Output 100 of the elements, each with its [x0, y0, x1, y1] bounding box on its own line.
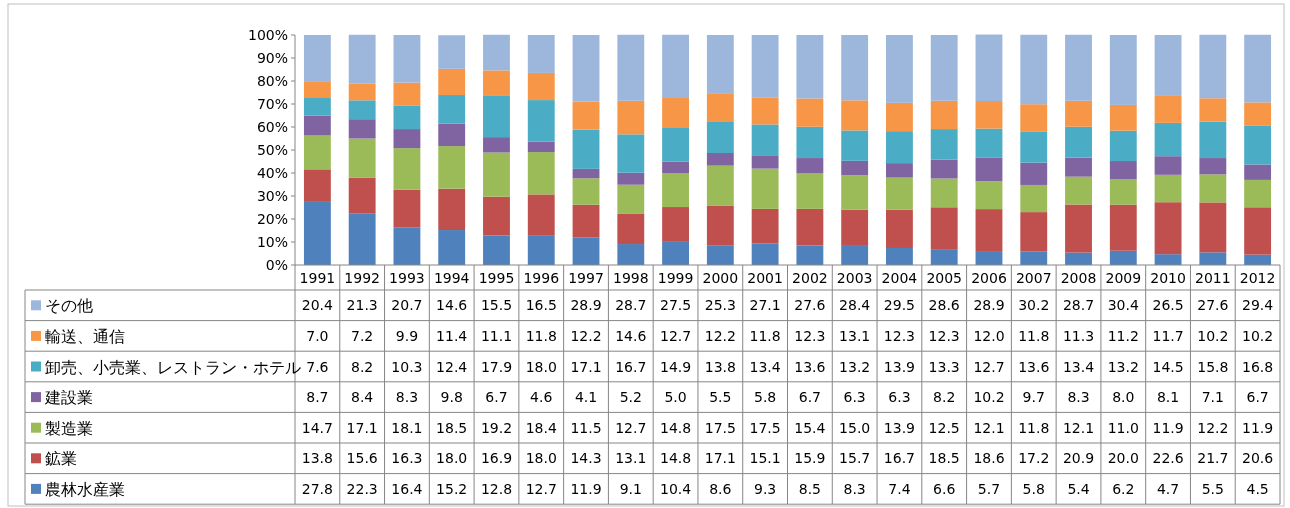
bar [438, 188, 466, 231]
bar [796, 158, 824, 174]
data-label: 6.3 [843, 389, 866, 406]
bar [527, 35, 555, 73]
bar [751, 208, 779, 244]
bar [303, 35, 331, 82]
data-label: 7.2 [351, 327, 374, 344]
data-label: 18.4 [525, 419, 557, 436]
bar [393, 189, 421, 228]
data-label: 13.9 [883, 358, 916, 375]
data-label: 16.5 [525, 297, 557, 314]
data-label: 8.0 [1112, 389, 1135, 406]
bar [930, 159, 958, 179]
bar [303, 98, 331, 116]
data-label: 22.3 [346, 480, 378, 497]
data-label: 15.0 [839, 419, 871, 436]
bar [303, 115, 331, 136]
data-label: 10.2 [1197, 327, 1229, 344]
bar [841, 209, 869, 246]
data-label: 27.6 [794, 297, 826, 314]
bar [527, 235, 555, 265]
bar [348, 34, 376, 84]
data-label: 5.7 [977, 480, 1001, 497]
data-label: 7.6 [306, 358, 329, 375]
data-label: 17.2 [1018, 450, 1050, 467]
bar [617, 244, 645, 265]
bar [796, 208, 824, 246]
x-tick-label: 2011 [1195, 270, 1231, 286]
bar [393, 148, 421, 190]
bar [438, 35, 466, 69]
bar [438, 230, 466, 265]
data-label: 7.4 [888, 480, 911, 497]
bar [1154, 174, 1182, 203]
x-tick-label: 2003 [836, 270, 873, 286]
data-label: 8.1 [1156, 389, 1180, 406]
bar [1020, 251, 1048, 265]
data-label: 17.9 [480, 358, 513, 375]
bar [841, 175, 869, 210]
data-label: 28.9 [570, 297, 602, 314]
data-label: 5.8 [753, 389, 777, 406]
bar [662, 34, 689, 99]
bar [886, 209, 913, 248]
bar [886, 131, 913, 164]
data-label: 13.3 [928, 358, 960, 375]
data-label: 10.4 [659, 480, 692, 497]
data-label: 14.6 [436, 297, 468, 314]
data-label: 12.7 [659, 327, 692, 344]
data-label: 11.9 [1152, 419, 1184, 436]
bar [751, 155, 779, 169]
bar [1020, 131, 1048, 163]
bar [1154, 254, 1182, 265]
bar [1020, 34, 1048, 105]
bar [1065, 204, 1092, 253]
data-label: 15.6 [346, 450, 378, 467]
bar [483, 235, 510, 265]
data-label: 13.2 [1107, 358, 1139, 375]
x-tick-label: 1991 [299, 270, 336, 286]
legend-label: 製造業 [45, 418, 93, 438]
bar [841, 35, 869, 101]
data-label: 15.9 [794, 450, 826, 467]
bar [1154, 156, 1182, 175]
legend-label: 鉱業 [45, 449, 77, 469]
data-label: 17.1 [704, 450, 736, 467]
data-label: 13.8 [704, 358, 736, 375]
bar [1065, 157, 1092, 177]
data-label: 12.2 [570, 327, 602, 344]
data-label: 16.4 [391, 480, 423, 497]
bar [841, 160, 869, 176]
data-label: 27.5 [659, 297, 692, 314]
data-label: 14.3 [570, 450, 602, 467]
data-label: 11.0 [1107, 419, 1139, 436]
bar [886, 163, 913, 178]
data-label: 11.9 [1242, 419, 1274, 436]
bar [1065, 100, 1092, 127]
data-label: 6.7 [798, 389, 822, 406]
bar [1154, 122, 1182, 157]
bar [617, 172, 645, 185]
data-label: 28.9 [973, 297, 1005, 314]
data-label: 12.1 [973, 419, 1005, 436]
data-label: 27.8 [301, 480, 333, 497]
legend-label: その他 [45, 296, 93, 316]
x-tick-label: 1999 [657, 270, 694, 286]
bar [1109, 104, 1137, 131]
data-label: 13.4 [749, 358, 781, 375]
data-label: 11.8 [749, 327, 781, 344]
data-label: 15.2 [436, 480, 468, 497]
y-tick-label: 90% [256, 50, 288, 66]
bar [1244, 179, 1272, 208]
y-tick-label: 30% [256, 188, 288, 204]
bar [572, 168, 600, 179]
x-tick-label: 2009 [1105, 270, 1142, 286]
bar [348, 100, 376, 120]
legend-label: 輸送、通信 [45, 326, 125, 346]
bar [393, 105, 421, 130]
bar [303, 135, 331, 170]
x-tick-label: 2002 [792, 270, 828, 286]
data-label: 18.0 [525, 358, 557, 375]
data-label: 15.1 [749, 450, 781, 467]
data-label: 12.3 [883, 327, 916, 344]
bar [617, 134, 645, 173]
